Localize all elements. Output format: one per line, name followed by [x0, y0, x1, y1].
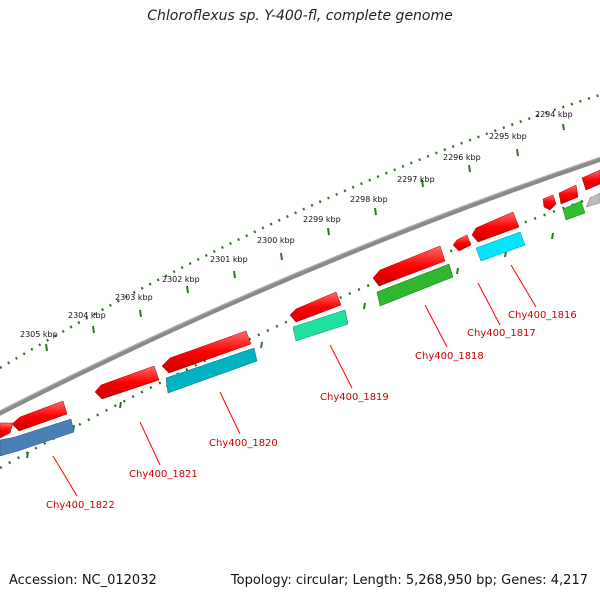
scale-label-2295: 2295 kbp — [489, 132, 527, 141]
label-leader-lines — [52, 264, 537, 497]
gene-label-1820[interactable]: Chy400_1820 — [209, 438, 278, 449]
gene-feature-f9[interactable] — [94, 365, 160, 400]
gene-feature-f1[interactable] — [581, 169, 600, 191]
scale-label-2297: 2297 kbp — [397, 175, 435, 184]
genome-backbone — [0, 156, 600, 416]
scale-label-2305: 2305 kbp — [20, 330, 58, 339]
gene-feature-f7[interactable] — [289, 291, 342, 323]
forward-strand-features — [0, 169, 600, 439]
gene-label-1821[interactable]: Chy400_1821 — [129, 469, 198, 480]
gene-feature-f5[interactable] — [452, 234, 472, 252]
gene-feature-g3[interactable] — [292, 309, 349, 342]
gene-feature-f6[interactable] — [372, 245, 446, 287]
gene-feature-f4[interactable] — [471, 211, 520, 243]
gene-label-1822[interactable]: Chy400_1822 — [46, 500, 115, 511]
gene-feature-f10[interactable] — [11, 400, 68, 432]
scale-label-2298: 2298 kbp — [350, 195, 388, 204]
scale-label-2302: 2302 kbp — [162, 275, 200, 284]
gene-label-1816[interactable]: Chy400_1816 — [508, 310, 577, 321]
gene-label-1817[interactable]: Chy400_1817 — [467, 328, 536, 339]
gene-label-1818[interactable]: Chy400_1818 — [415, 351, 484, 362]
genome-backbone-highlight — [0, 156, 600, 412]
gene-feature-g7[interactable] — [585, 192, 600, 208]
gene-feature-g5[interactable] — [475, 231, 526, 262]
gene-feature-g6[interactable] — [562, 200, 586, 221]
gene-feature-f11[interactable] — [0, 422, 14, 439]
gene-feature-f2[interactable] — [558, 184, 579, 205]
inner-major-ticks — [26, 232, 554, 459]
genome-stats-text: Topology: circular; Length: 5,268,950 bp… — [230, 573, 588, 588]
gene-feature-g1[interactable] — [0, 418, 75, 457]
scale-label-2294: 2294 kbp — [535, 110, 573, 119]
scale-label-2304: 2304 kbp — [68, 311, 106, 320]
gene-label-1819[interactable]: Chy400_1819 — [320, 392, 389, 403]
scale-label-2299: 2299 kbp — [303, 215, 341, 224]
gene-feature-g4[interactable] — [376, 263, 454, 307]
gene-feature-f8[interactable] — [161, 330, 252, 374]
map-title: Chloroflexus sp. Y-400-fl, complete geno… — [147, 8, 453, 24]
scale-label-2296: 2296 kbp — [443, 153, 481, 162]
scale-label-2300: 2300 kbp — [257, 236, 295, 245]
reverse-strand-features — [0, 192, 600, 457]
scale-label-2301: 2301 kbp — [210, 255, 248, 264]
gene-feature-f3[interactable] — [542, 194, 557, 211]
gene-feature-g2[interactable] — [165, 347, 258, 394]
accession-text: Accession: NC_012032 — [9, 573, 157, 588]
scale-label-2303: 2303 kbp — [115, 293, 153, 302]
outer-major-ticks — [45, 123, 565, 352]
